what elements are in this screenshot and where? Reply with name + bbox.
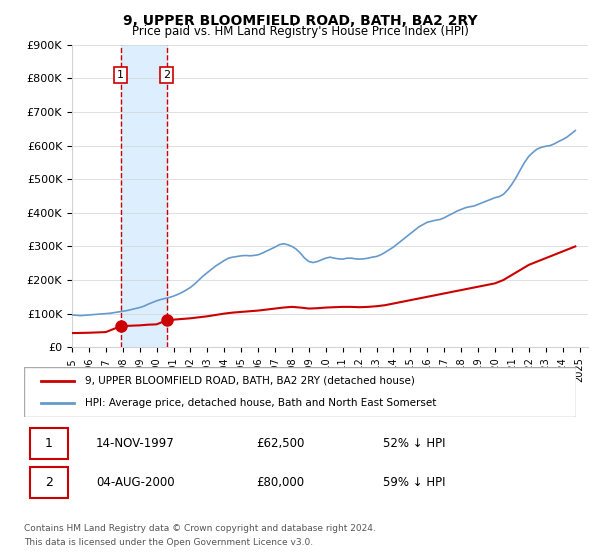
Text: 59% ↓ HPI: 59% ↓ HPI [383,475,445,488]
Bar [121,45,167,347]
FancyBboxPatch shape [29,428,68,459]
Text: £62,500: £62,500 [256,437,304,450]
FancyBboxPatch shape [29,466,68,497]
Text: 04-AUG-2000: 04-AUG-2000 [96,475,175,488]
Text: Contains HM Land Registry data © Crown copyright and database right 2024.: Contains HM Land Registry data © Crown c… [24,524,376,533]
Text: Price paid vs. HM Land Registry's House Price Index (HPI): Price paid vs. HM Land Registry's House … [131,25,469,38]
Text: 14-NOV-1997: 14-NOV-1997 [96,437,175,450]
Text: 2: 2 [163,70,170,80]
Text: 52% ↓ HPI: 52% ↓ HPI [383,437,445,450]
Text: 9, UPPER BLOOMFIELD ROAD, BATH, BA2 2RY (detached house): 9, UPPER BLOOMFIELD ROAD, BATH, BA2 2RY … [85,376,415,386]
Text: 2: 2 [45,475,53,488]
Text: 1: 1 [117,70,124,80]
FancyBboxPatch shape [24,367,576,417]
Text: 9, UPPER BLOOMFIELD ROAD, BATH, BA2 2RY: 9, UPPER BLOOMFIELD ROAD, BATH, BA2 2RY [122,14,478,28]
Text: 1: 1 [45,437,53,450]
Text: £80,000: £80,000 [256,475,304,488]
Text: HPI: Average price, detached house, Bath and North East Somerset: HPI: Average price, detached house, Bath… [85,398,436,408]
Text: This data is licensed under the Open Government Licence v3.0.: This data is licensed under the Open Gov… [24,538,313,547]
